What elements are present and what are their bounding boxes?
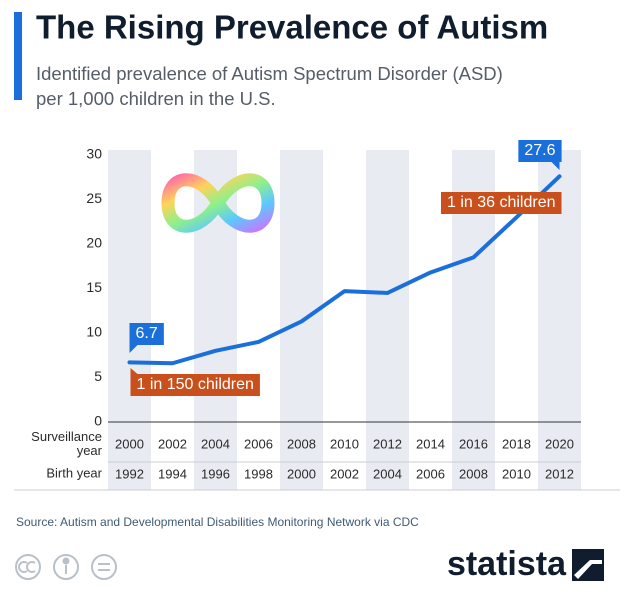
band	[366, 150, 409, 490]
x-tick-label: 2006	[244, 436, 273, 451]
y-tick-label: 20	[86, 235, 102, 251]
x2-tick-label: 1998	[244, 466, 273, 481]
x2-tick-label: 2006	[416, 466, 445, 481]
x2-tick-label: 1992	[115, 466, 144, 481]
x-tick-label: 2018	[502, 436, 531, 451]
y-tick-label: 10	[86, 324, 102, 340]
y-tick-label: 15	[86, 279, 102, 295]
value-label: 27.6	[524, 142, 555, 159]
value-label-box	[518, 140, 562, 162]
annotation-pointer	[130, 368, 138, 374]
x-tick-label: 2014	[416, 436, 445, 451]
chart-title: The Rising Prevalence of Autism	[36, 9, 548, 46]
x-tick-label: 2000	[115, 436, 144, 451]
x2-tick-label: 2004	[373, 466, 402, 481]
x-tick-label: 2016	[459, 436, 488, 451]
annotation-box	[130, 374, 260, 396]
line	[127, 174, 562, 366]
label-pointer	[551, 162, 560, 170]
y-tick-label: 0	[94, 413, 102, 429]
y-tick-label: 5	[94, 368, 102, 384]
x-tick-label: 2002	[158, 436, 187, 451]
label-pointer	[129, 345, 138, 353]
x2-tick-label: 2000	[287, 466, 316, 481]
subtitle: Identified prevalence of Autism Spectrum…	[36, 63, 503, 84]
x2-tick-label: 2008	[459, 466, 488, 481]
y-tick-label: 30	[86, 146, 102, 162]
value-label-box	[129, 323, 164, 345]
infinity-icon	[161, 173, 275, 233]
x-tick-label: 2020	[545, 436, 574, 451]
x2-tick-label: 2002	[330, 466, 359, 481]
source: Source: Autism and Developmental Disabil…	[16, 515, 419, 529]
annotation: 1 in 150 children	[137, 376, 254, 393]
brand-logo	[572, 549, 604, 581]
annotation: 1 in 36 children	[447, 194, 556, 211]
value-label: 6.7	[136, 325, 158, 342]
x-tick-label: 2010	[330, 436, 359, 451]
x2-tick-label: 2012	[545, 466, 574, 481]
license-icons	[15, 554, 117, 580]
x2-axis-label: Birth year	[46, 465, 102, 480]
x-tick-label: 2008	[287, 436, 316, 451]
x2-tick-label: 2010	[502, 466, 531, 481]
x-tick-label: 2012	[373, 436, 402, 451]
x-axis-label: Surveillance year	[31, 429, 102, 458]
bands	[108, 150, 581, 490]
x-tick-label: 2004	[201, 436, 230, 451]
x2-tick-label: 1996	[201, 466, 230, 481]
brand: statista	[447, 545, 567, 583]
subtitle: per 1,000 children in the U.S.	[36, 88, 276, 109]
x2-tick-label: 1994	[158, 466, 187, 481]
band	[108, 150, 151, 490]
y-tick-label: 25	[86, 190, 102, 206]
accent-bar	[14, 12, 22, 100]
annotation-box	[440, 192, 562, 214]
